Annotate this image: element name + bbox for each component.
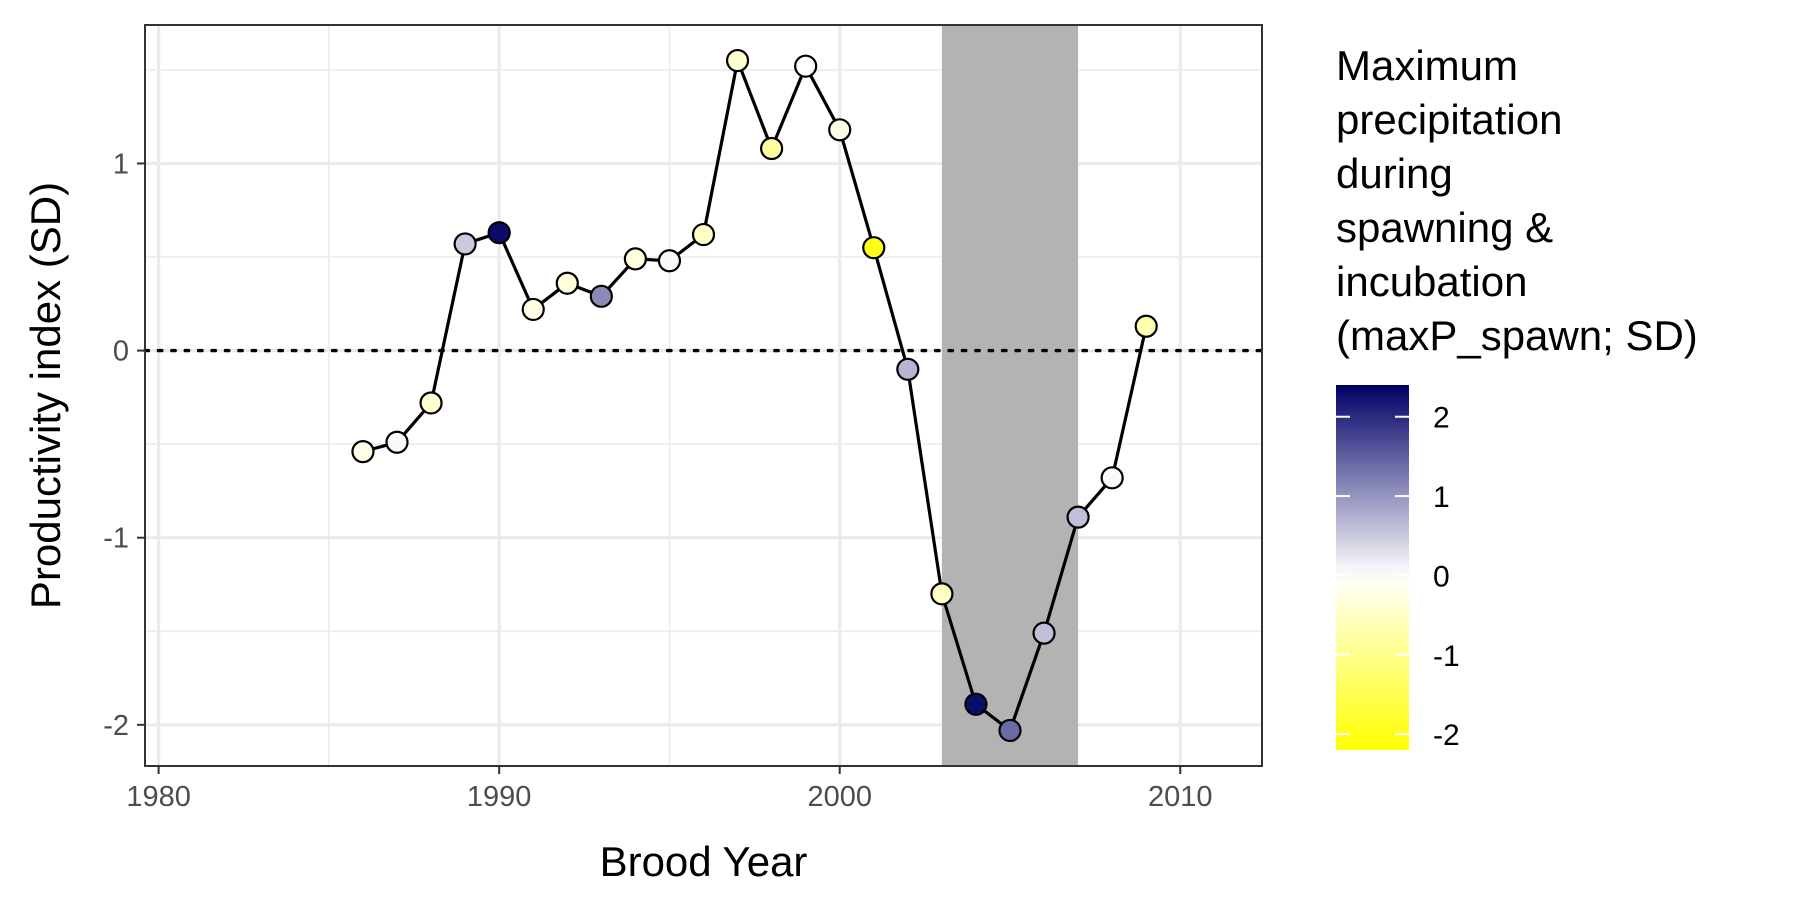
colorbar-ticks: 2 1 0 -1 -2 — [1336, 402, 1460, 752]
x-tick-label: 2000 — [807, 781, 872, 813]
data-point — [351, 440, 375, 464]
legend-title-line: spawning & — [1336, 204, 1553, 251]
data-point — [453, 232, 477, 256]
colorbar-tick-label: 2 — [1433, 402, 1450, 435]
data-point — [896, 357, 920, 381]
y-tick-label: -2 — [103, 710, 129, 742]
data-point — [521, 297, 545, 322]
colorbar-tick-label: -1 — [1433, 640, 1460, 673]
plot-panel-border — [144, 24, 1263, 767]
colorbar-tick-label: -2 — [1433, 719, 1460, 752]
data-point — [862, 236, 886, 260]
x-axis-ticks: 1980 1990 2000 2010 — [126, 766, 1213, 813]
color-legend: Maximum precipitation during spawning & incu… — [1336, 42, 1698, 752]
data-point — [1066, 505, 1090, 529]
data-point — [555, 271, 579, 295]
colorbar-tick-label: 0 — [1433, 560, 1450, 593]
data-point — [760, 136, 784, 161]
data-points — [351, 48, 1158, 743]
y-axis-title: Productivity index (SD) — [22, 182, 69, 609]
data-point — [828, 118, 852, 142]
data-point — [794, 54, 818, 78]
data-point — [964, 692, 988, 716]
data-point — [623, 247, 647, 271]
x-tick-label: 1980 — [126, 781, 191, 813]
legend-title-line: Maximum — [1336, 42, 1518, 89]
data-point — [725, 48, 750, 73]
colorbar-tick-label: 1 — [1433, 481, 1450, 514]
legend-title: Maximum precipitation during spawning & incu… — [1336, 42, 1698, 359]
legend-title-line: (maxP_spawn; SD) — [1336, 312, 1698, 359]
legend-title-line: incubation — [1336, 258, 1527, 305]
x-tick-label: 1990 — [467, 781, 532, 813]
data-point — [419, 391, 443, 415]
y-axis-ticks: -2 -1 0 1 — [103, 148, 145, 742]
data-point — [385, 430, 409, 454]
legend-title-line: during — [1336, 150, 1453, 197]
data-point — [589, 284, 613, 308]
data-point — [487, 221, 511, 245]
y-tick-label: -1 — [103, 523, 129, 555]
data-point — [998, 718, 1022, 743]
y-tick-label: 1 — [113, 148, 129, 180]
legend-title-line: precipitation — [1336, 96, 1562, 143]
shaded-period — [941, 25, 1079, 766]
data-point — [1032, 621, 1056, 645]
data-point — [1100, 466, 1124, 490]
x-axis-title: Brood Year — [600, 838, 808, 885]
data-point — [691, 222, 716, 247]
data-point — [1134, 314, 1158, 338]
y-tick-label: 0 — [113, 336, 129, 368]
data-point — [657, 249, 682, 273]
data-point — [930, 582, 954, 606]
plot-panel-background — [145, 25, 1262, 766]
colorbar — [1336, 385, 1409, 750]
x-tick-label: 2010 — [1148, 781, 1213, 813]
